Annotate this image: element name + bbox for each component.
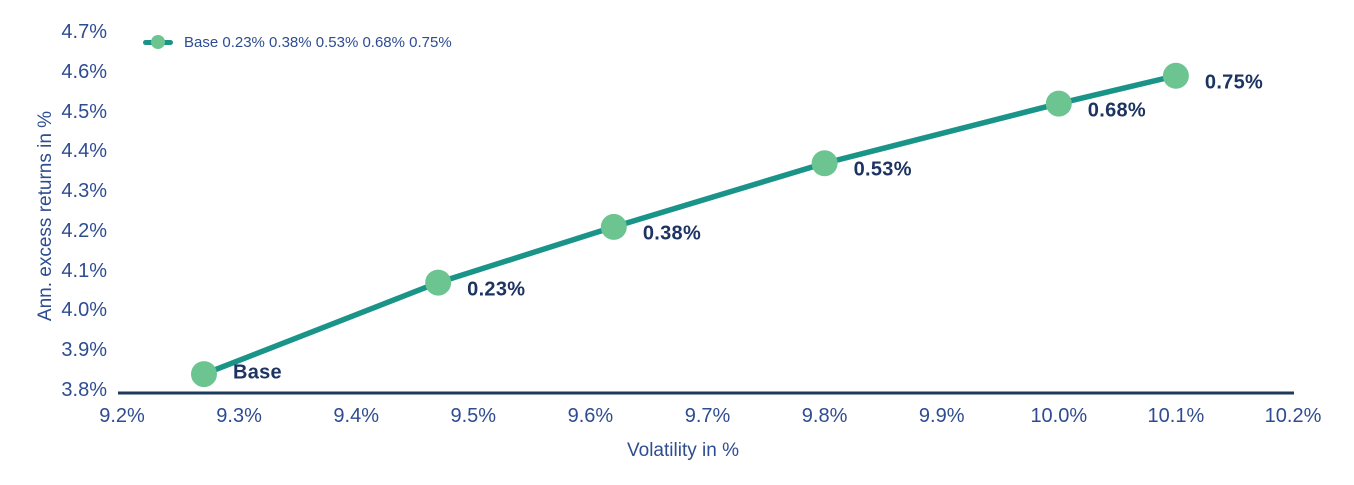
data-point-label: 0.68% [1087,99,1147,122]
data-point-marker [811,150,838,177]
y-tick-label: 3.9% [61,339,107,362]
x-tick-label: 9.5% [450,405,497,427]
x-tick-label: 9.9% [918,405,965,427]
y-tick-label: 4.3% [61,180,107,203]
data-point-marker [600,213,627,240]
x-tick-label: 10.0% [1030,405,1088,427]
series-line [201,73,1179,377]
data-point-label: 0.38% [642,222,702,245]
y-tick-label: 4.1% [61,259,107,282]
legend-label: Base 0.23% 0.38% 0.53% 0.68% 0.75% [184,33,452,51]
data-point-label: Base [232,361,282,384]
x-axis-title: Volatility in % [627,440,739,461]
data-point-marker [190,361,217,388]
x-tick-label: 9.7% [684,405,731,427]
y-tick-label: 3.8% [61,379,107,401]
x-tick-label: 10.1% [1147,405,1205,427]
x-tick-label: 9.6% [567,405,614,427]
data-point-label: 0.75% [1204,71,1264,94]
data-point-label: 0.23% [467,278,526,301]
legend-marker-icon [143,35,173,49]
x-tick-label: 9.3% [216,405,262,427]
x-tick-label: 9.2% [99,405,145,427]
x-tick-label: 10.2% [1264,405,1322,427]
y-tick-label: 4.6% [61,60,107,83]
data-point-marker [425,269,452,296]
data-point-marker [1162,62,1189,89]
data-point-label: 0.53% [853,158,912,181]
x-tick-label: 9.4% [333,405,379,427]
y-tick-label: 4.4% [61,140,107,163]
y-tick-label: 4.7% [61,21,107,43]
x-tick-label: 9.8% [801,405,848,427]
y-tick-label: 4.0% [61,299,107,322]
y-tick-label: 4.5% [61,100,107,123]
y-tick-label: 4.2% [61,219,107,242]
data-point-marker [1045,90,1072,117]
legend-dot-icon [151,35,165,49]
